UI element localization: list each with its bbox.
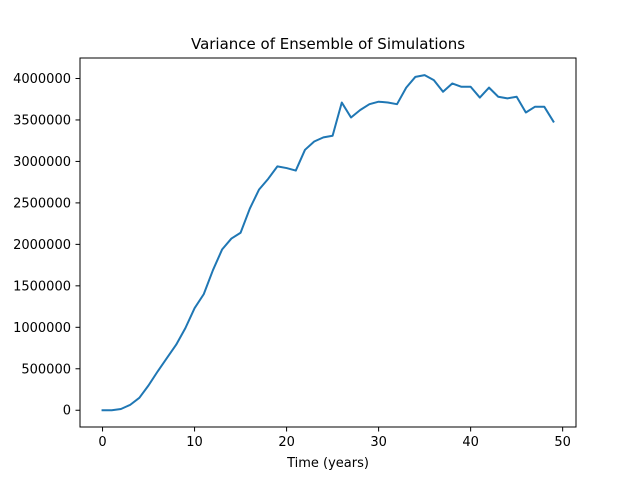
x-tick-label: 20 (278, 435, 295, 450)
series-line-variance (101, 74, 555, 412)
y-tick-label: 1500000 (13, 279, 71, 294)
x-tick-label: 10 (186, 435, 203, 450)
y-tick-label: 500000 (21, 362, 71, 377)
x-tick-label: 30 (370, 435, 387, 450)
x-tick-label: 50 (554, 435, 571, 450)
chart-title: Variance of Ensemble of Simulations (191, 35, 465, 53)
y-tick-label: 3000000 (13, 155, 71, 170)
y-tick-label: 0 (63, 404, 71, 419)
axes-frame (79, 57, 577, 428)
x-tick-label: 0 (98, 435, 106, 450)
plot-area: 0 10 20 30 40 50 0 500000 1000000 1500000 2000000 2… (13, 57, 577, 450)
x-axis-label: Time (years) (286, 456, 369, 471)
y-tick-label: 4000000 (13, 72, 71, 87)
y-tick-label: 2500000 (13, 196, 71, 211)
y-tick-label: 1000000 (13, 321, 71, 336)
y-tick-label: 2000000 (13, 238, 71, 253)
x-tick-label: 40 (462, 435, 479, 450)
y-tick-label: 3500000 (13, 113, 71, 128)
